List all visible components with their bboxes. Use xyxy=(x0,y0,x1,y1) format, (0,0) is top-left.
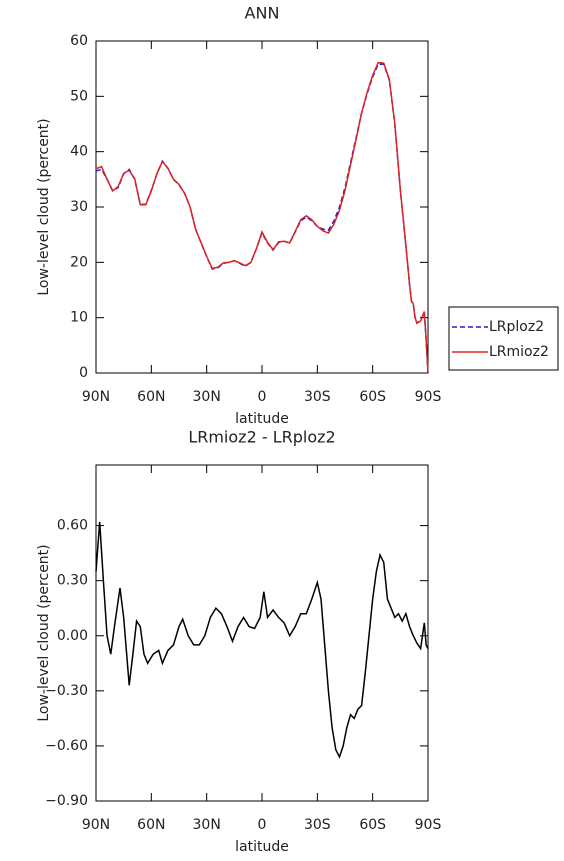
x-tick-label: 30N xyxy=(193,389,221,405)
legend-label: LRmioz2 xyxy=(489,344,549,360)
y-axis-label: Low-level cloud (percent) xyxy=(36,544,52,721)
x-tick-label: 0 xyxy=(258,817,267,833)
y-tick-label: 50 xyxy=(70,88,88,104)
y-tick-label: 20 xyxy=(70,254,88,270)
y-tick-label: 0 xyxy=(79,365,88,381)
x-tick-label: 90S xyxy=(415,389,442,405)
x-axis-label: latitude xyxy=(235,839,289,855)
legend-box xyxy=(448,306,559,371)
x-tick-label: 60S xyxy=(359,389,386,405)
y-axis-label: Low-level cloud (percent) xyxy=(36,118,52,295)
y-tick-label: 60 xyxy=(70,33,88,49)
x-tick-label: 0 xyxy=(258,389,267,405)
plot-frame xyxy=(95,40,429,374)
x-tick-label: 90S xyxy=(415,817,442,833)
y-tick-label: −0.30 xyxy=(45,683,88,699)
x-tick-label: 30S xyxy=(304,817,331,833)
y-tick-label: −0.90 xyxy=(45,793,88,809)
plot-frame xyxy=(95,464,429,802)
x-tick-label: 90N xyxy=(82,817,110,833)
chart-title: ANN xyxy=(245,4,280,23)
x-tick-label: 30S xyxy=(304,389,331,405)
y-tick-label: −0.60 xyxy=(45,738,88,754)
data-line xyxy=(95,61,429,374)
x-tick-label: 60S xyxy=(359,817,386,833)
y-tick-label: 10 xyxy=(70,310,88,326)
legend-label: LRploz2 xyxy=(489,319,544,335)
y-tick-label: 0.60 xyxy=(57,518,88,534)
x-axis-label: latitude xyxy=(235,411,289,427)
y-tick-label: 0.00 xyxy=(57,628,88,644)
x-tick-label: 60N xyxy=(137,389,165,405)
y-tick-label: 0.30 xyxy=(57,573,88,589)
y-tick-label: 40 xyxy=(70,144,88,160)
data-line xyxy=(95,63,429,374)
chart-title: LRmioz2 - LRploz2 xyxy=(188,428,335,447)
x-tick-label: 30N xyxy=(193,817,221,833)
data-line xyxy=(95,521,429,759)
x-tick-label: 60N xyxy=(137,817,165,833)
x-tick-label: 90N xyxy=(82,389,110,405)
y-tick-label: 30 xyxy=(70,199,88,215)
